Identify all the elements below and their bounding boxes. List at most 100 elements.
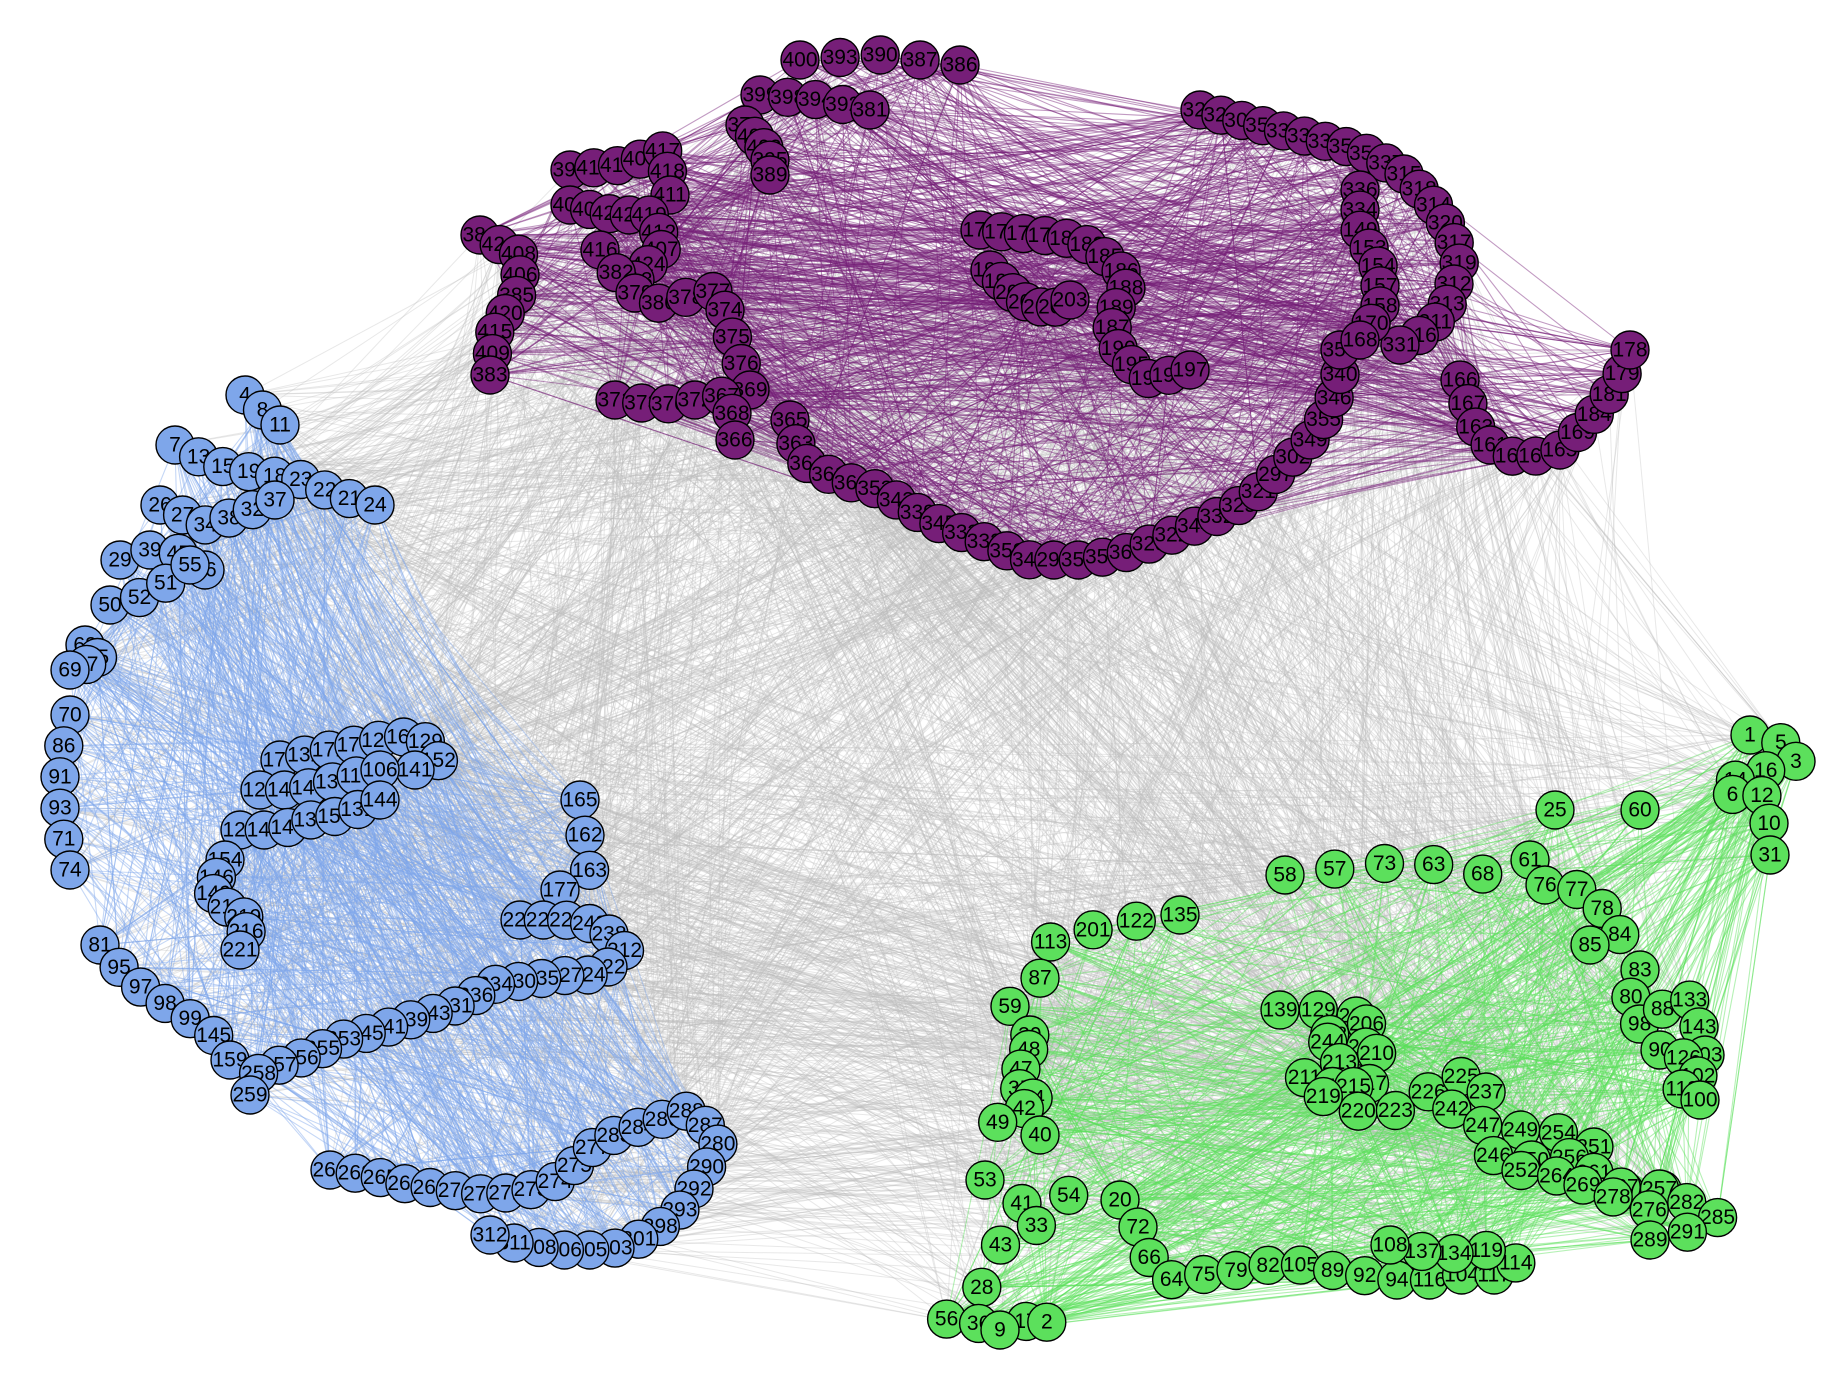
- between-cluster-edge: [249, 1094, 1622, 1188]
- between-cluster-edge: [564, 242, 1455, 976]
- between-cluster-edge: [1023, 349, 1631, 1109]
- between-cluster-edge: [1377, 265, 1782, 744]
- between-cluster-edge: [1044, 235, 1324, 1097]
- between-cluster-edge: [1339, 349, 1487, 1093]
- between-cluster-edge: [1131, 364, 1532, 1161]
- between-cluster-edge: [343, 1038, 1594, 1173]
- between-cluster-edge: [1453, 242, 1699, 1077]
- between-cluster-edge: [454, 244, 500, 1191]
- between-cluster-edge: [1119, 130, 1284, 1201]
- between-cluster-edge: [1359, 189, 1688, 1233]
- between-cluster-edge: [685, 399, 696, 1112]
- between-cluster-edge: [479, 234, 1370, 1084]
- between-cluster-edge: [139, 597, 1762, 797]
- between-cluster-edge: [378, 739, 1335, 870]
- between-cluster-edge: [564, 413, 1595, 977]
- between-cluster-edge: [749, 389, 1532, 1161]
- between-cluster-edge: [694, 399, 1181, 916]
- between-cluster-edge: [374, 504, 1366, 1048]
- between-cluster-edge: [429, 292, 636, 1188]
- between-cluster-edge: [566, 809, 1641, 921]
- between-cluster-edge: [1482, 449, 1561, 1126]
- between-cluster-edge: [366, 1032, 1495, 1276]
- between-cluster-edge: [694, 399, 1173, 1280]
- between-cluster-edge: [1304, 323, 1372, 1078]
- between-cluster-edge: [480, 213, 610, 1194]
- between-cluster-edge: [1279, 374, 1341, 1011]
- between-cluster-edge: [1323, 419, 1453, 1110]
- between-cluster-edge: [564, 975, 1030, 1036]
- between-cluster-edge: [799, 59, 1286, 876]
- between-cluster-edge: [1009, 394, 1610, 1007]
- between-cluster-edge: [608, 933, 1625, 1191]
- between-cluster-edge: [592, 229, 1361, 1148]
- between-cluster-edge: [329, 57, 841, 1171]
- between-cluster-edge: [63, 511, 918, 747]
- between-cluster-edge: [258, 1033, 1330, 1074]
- between-cluster-edge: [538, 169, 571, 1248]
- between-cluster-edge: [1009, 373, 1623, 1007]
- purple-cluster-edge: [1453, 242, 1623, 375]
- between-cluster-edge: [438, 152, 1367, 762]
- between-cluster-edge: [869, 109, 1366, 1276]
- between-cluster-edge: [259, 57, 841, 791]
- between-cluster-edge: [599, 249, 1622, 1188]
- between-cluster-edge: [555, 1134, 1041, 1183]
- between-cluster-edge: [587, 64, 961, 976]
- between-cluster-edge: [1459, 379, 1559, 1133]
- between-cluster-edge: [607, 966, 1030, 1036]
- between-cluster-edge: [669, 194, 1751, 736]
- between-cluster-edge: [1241, 120, 1660, 1190]
- between-cluster-edge: [165, 582, 1181, 916]
- between-cluster-edge: [1376, 305, 1381, 1054]
- between-cluster-edge: [164, 511, 918, 1004]
- between-cluster-edge: [216, 874, 1286, 878]
- between-cluster-edge: [357, 534, 1173, 810]
- between-cluster-edge: [213, 301, 1026, 1036]
- between-cluster-edge: [310, 819, 1391, 1246]
- between-cluster-edge: [505, 374, 1170, 1194]
- between-cluster-edge: [140, 444, 1491, 988]
- between-cluster-edge: [498, 244, 1281, 1011]
- between-cluster-edge: [608, 321, 1436, 935]
- between-cluster-edge: [388, 237, 1067, 1028]
- between-cluster-edge: [607, 966, 1357, 1017]
- between-cluster-edge: [717, 136, 755, 1145]
- between-cluster-edge: [374, 247, 1370, 506]
- between-cluster-edge: [139, 269, 991, 599]
- between-cluster-edge: [513, 97, 789, 1244]
- between-cluster-edge: [1238, 505, 1319, 1011]
- between-cluster-edge: [685, 188, 1420, 1112]
- between-cluster-edge: [997, 559, 1030, 1123]
- between-cluster-edge: [1039, 378, 1149, 1136]
- between-cluster-edge: [538, 322, 1372, 1248]
- between-cluster-edge: [769, 159, 1378, 1054]
- between-cluster-edge: [806, 463, 1021, 1089]
- between-cluster-edge: [264, 829, 1522, 1171]
- between-cluster-edge: [613, 505, 1240, 1136]
- between-cluster-edge: [310, 256, 1106, 821]
- between-cluster-edge: [634, 292, 663, 1120]
- between-cluster-edge: [222, 269, 991, 468]
- between-cluster-edge: [661, 54, 881, 1120]
- between-cluster-edge: [1576, 373, 1623, 890]
- between-cluster-edge: [1028, 413, 1595, 1050]
- between-cluster-edge: [140, 120, 1243, 988]
- between-cluster-edge: [322, 374, 1170, 1050]
- between-cluster-edge: [178, 516, 1217, 554]
- between-cluster-edge: [662, 873, 1483, 1120]
- between-cluster-edge: [489, 374, 1429, 1093]
- between-cluster-edge: [569, 169, 1684, 1059]
- between-cluster-edge: [608, 209, 1361, 935]
- between-cluster-edge: [1309, 439, 1531, 861]
- between-cluster-edge: [252, 509, 1640, 1025]
- between-cluster-edge: [287, 826, 1139, 1228]
- between-cluster-edge: [229, 1059, 1494, 1157]
- between-cluster-edge: [258, 1072, 1532, 1161]
- between-cluster-edge: [1475, 426, 1621, 935]
- between-cluster-edge: [189, 419, 1324, 566]
- between-cluster-edge: [647, 264, 681, 1211]
- between-cluster-edge: [278, 321, 1436, 1066]
- between-cluster-edge: [584, 279, 636, 836]
- between-cluster-edge: [519, 247, 1370, 921]
